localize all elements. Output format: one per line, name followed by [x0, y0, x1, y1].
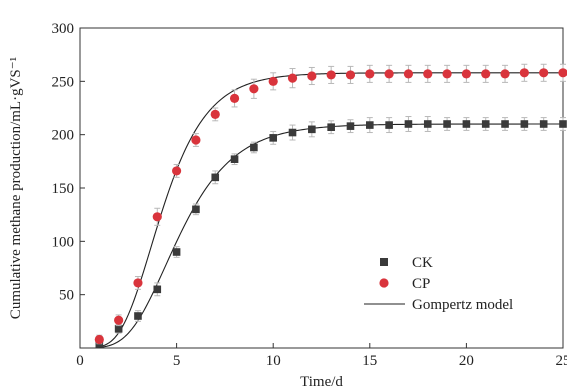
x-tick-label: 10: [266, 353, 281, 369]
data-point-cp: [539, 68, 549, 78]
data-markers: [94, 63, 567, 348]
data-point-ck: [501, 120, 509, 128]
y-tick-label: 150: [52, 181, 75, 197]
y-tick-label: 200: [52, 128, 75, 144]
axes: 0 5 10 15 20 25 50 100 150 200 250 300: [52, 21, 567, 369]
legend: CK CP Gompertz model: [364, 255, 513, 313]
legend-marker-ck: [380, 258, 388, 266]
data-point-ck: [211, 173, 220, 182]
data-point-ck: [327, 123, 335, 131]
legend-label: Gompertz model: [412, 297, 513, 313]
data-point-cp: [268, 76, 278, 86]
data-point-cp: [558, 68, 567, 78]
x-tick-label: 15: [362, 353, 377, 369]
x-tick-label: 20: [459, 353, 474, 369]
data-point-ck: [385, 121, 393, 129]
data-point-cp: [442, 69, 452, 79]
y-tick-label: 50: [59, 288, 74, 304]
data-point-ck: [559, 120, 567, 128]
plot-frame: [79, 27, 564, 349]
data-point-cp: [152, 212, 162, 222]
legend-marker-cp: [379, 278, 389, 288]
data-point-ck: [539, 120, 548, 128]
data-point-cp: [287, 73, 298, 83]
data-point-ck: [250, 143, 258, 152]
data-point-ck: [230, 155, 239, 163]
data-point-ck: [423, 120, 432, 128]
x-tick-label: 25: [556, 353, 567, 369]
data-point-ck: [134, 312, 142, 320]
data-point-ck: [153, 285, 162, 294]
data-point-ck: [443, 120, 451, 128]
data-point-ck: [308, 125, 316, 134]
x-tick-label: 0: [76, 353, 84, 369]
data-point-cp: [423, 69, 433, 79]
data-point-cp: [384, 69, 394, 79]
data-point-cp: [249, 84, 259, 94]
y-tick-label: 100: [52, 234, 75, 250]
data-point-cp: [326, 70, 336, 80]
data-point-cp: [365, 69, 375, 79]
y-tick-label: 300: [52, 21, 75, 37]
legend-label: CK: [412, 255, 433, 271]
data-point-cp: [133, 278, 143, 288]
data-point-ck: [481, 120, 490, 128]
data-point-cp: [191, 135, 201, 145]
plot-area: [79, 27, 564, 349]
data-point-cp: [172, 166, 182, 176]
data-point-ck: [404, 120, 413, 128]
data-point-ck: [366, 121, 374, 129]
data-point-cp: [519, 68, 529, 78]
data-point-cp: [481, 69, 491, 79]
data-point-ck: [192, 205, 200, 214]
data-point-ck: [462, 120, 471, 128]
data-point-cp: [461, 69, 471, 79]
data-point-cp: [229, 93, 240, 103]
x-axis-title: Time/d: [300, 374, 343, 390]
data-point-cp: [94, 334, 104, 345]
data-point-ck: [346, 122, 355, 130]
data-point-ck: [520, 120, 529, 128]
data-point-cp: [345, 70, 356, 80]
data-point-cp: [403, 69, 414, 79]
y-tick-label: 250: [52, 74, 75, 90]
y-axis-title: Cumulative methane production/mL·gVS⁻¹: [8, 57, 24, 319]
legend-label: CP: [412, 276, 430, 292]
data-point-ck: [172, 248, 181, 256]
data-point-cp: [210, 109, 220, 119]
data-point-cp: [307, 71, 317, 81]
data-point-ck: [269, 134, 277, 142]
data-point-ck: [288, 128, 297, 137]
x-tick-label: 5: [173, 353, 181, 369]
data-point-cp: [114, 315, 124, 325]
data-point-cp: [500, 69, 510, 79]
data-point-ck: [114, 325, 123, 333]
